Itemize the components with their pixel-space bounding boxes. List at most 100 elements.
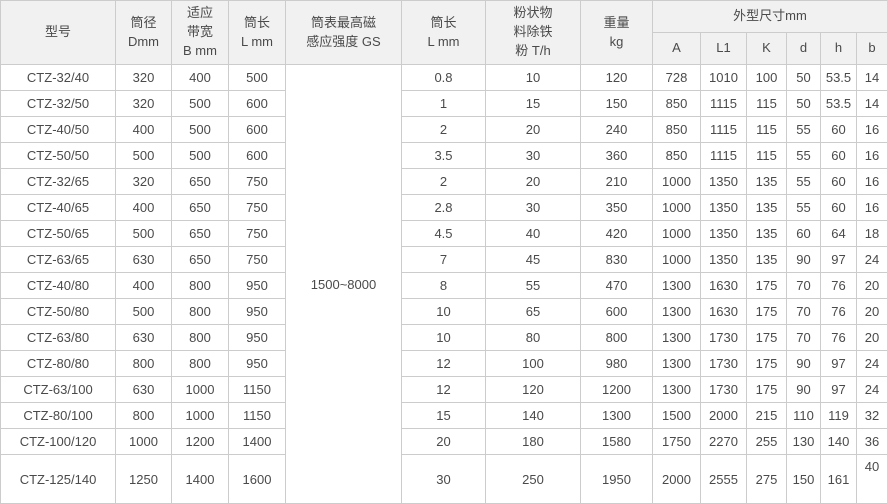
cell-dim-l1: 1115 <box>700 142 747 169</box>
cell-length-lmm: 750 <box>228 194 286 221</box>
header-dim-d: d <box>786 32 821 65</box>
cell-weight-kg: 150 <box>580 90 653 117</box>
cell-diameter-dmm: 320 <box>115 168 172 195</box>
cell-dim-k: 135 <box>746 220 787 247</box>
cell-dim-a: 2000 <box>652 454 701 504</box>
table-header: 型号 筒径 Dmm 适应 带宽 B mm 筒长 L mm 筒表最高磁 感应强度 … <box>0 0 887 65</box>
cell-dim-h: 76 <box>820 298 857 325</box>
cell-model: CTZ-32/65 <box>0 168 116 195</box>
cell-length-lmm: 500 <box>228 64 286 91</box>
header-length2-line2: L mm <box>427 33 460 49</box>
cell-length2-lmm: 1 <box>401 90 486 117</box>
cell-dim-d: 70 <box>786 324 821 351</box>
cell-bandwidth-bmm: 800 <box>171 350 229 377</box>
cell-weight-kg: 830 <box>580 246 653 273</box>
cell-weight-kg: 120 <box>580 64 653 91</box>
cell-length-lmm: 950 <box>228 350 286 377</box>
cell-dim-h: 76 <box>820 272 857 299</box>
cell-dim-a: 1300 <box>652 298 701 325</box>
cell-dim-b: 16 <box>855 168 887 195</box>
cell-dim-d: 60 <box>786 220 821 247</box>
cell-model: CTZ-40/50 <box>0 116 116 143</box>
cell-bandwidth-bmm: 1400 <box>171 454 229 504</box>
header-bandwidth: 适应 带宽 B mm <box>171 0 229 65</box>
table-row: CTZ-32/50 320 500 600 1 15 150 850 1115 115 50 53.5… <box>0 90 887 117</box>
cell-dim-d: 55 <box>786 194 821 221</box>
table-row: CTZ-32/40 320 400 500 1500~8000 0.8 10 120 728 10… <box>0 64 887 504</box>
cell-dim-d: 55 <box>786 168 821 195</box>
cell-powder-th: 20 <box>485 116 581 143</box>
cell-length-lmm: 950 <box>228 272 286 299</box>
cell-dim-a: 1300 <box>652 350 701 377</box>
header-model: 型号 <box>0 0 116 65</box>
header-powder: 粉状物 料除铁 粉 T/h <box>485 0 581 65</box>
cell-length-lmm: 1600 <box>228 454 286 504</box>
header-powder-line2: 料除铁 <box>513 24 553 40</box>
cell-powder-th: 55 <box>485 272 581 299</box>
cell-dim-a: 1000 <box>652 194 701 221</box>
cell-length2-lmm: 2 <box>401 168 486 195</box>
cell-diameter-dmm: 400 <box>115 272 172 299</box>
cell-powder-th: 65 <box>485 298 581 325</box>
table-row: CTZ-40/80 400 800 950 8 55 470 1300 1630 175 70 76 2… <box>0 272 887 299</box>
header-row-1: 型号 筒径 Dmm 适应 带宽 B mm 筒长 L mm 筒表最高磁 感应强度 … <box>0 0 887 65</box>
cell-length2-lmm: 0.8 <box>401 64 486 91</box>
cell-weight-kg: 980 <box>580 350 653 377</box>
cell-diameter-dmm: 500 <box>115 142 172 169</box>
cell-dim-l1: 2000 <box>700 402 747 429</box>
cell-dim-l1: 1730 <box>700 350 747 377</box>
table-row: CTZ-50/80 500 800 950 10 65 600 1300 1630 175 70 76… <box>0 298 887 325</box>
cell-dim-d: 70 <box>786 298 821 325</box>
cell-model: CTZ-32/50 <box>0 90 116 117</box>
spec-table-body: CTZ-32/40 320 400 500 1500~8000 0.8 10 120 728 10… <box>0 64 887 504</box>
cell-dim-k: 115 <box>746 116 787 143</box>
cell-dim-k: 275 <box>746 454 787 504</box>
cell-dim-h: 140 <box>820 428 857 455</box>
header-dim-a: A <box>652 32 701 65</box>
cell-dim-k: 175 <box>746 324 787 351</box>
cell-dim-h: 161 <box>820 454 857 504</box>
cell-dim-h: 60 <box>820 142 857 169</box>
cell-dim-b: 16 <box>855 116 887 143</box>
table-row: CTZ-80/100 800 1000 1150 15 140 1300 1500 2000 21… <box>0 402 887 429</box>
header-dim-l1: L1 <box>700 32 747 65</box>
table-row: CTZ-63/100 630 1000 1150 12 120 1200 1300 1730 17… <box>0 376 887 403</box>
cell-diameter-dmm: 630 <box>115 246 172 273</box>
cell-bandwidth-bmm: 650 <box>171 246 229 273</box>
cell-weight-kg: 420 <box>580 220 653 247</box>
cell-length2-lmm: 2.8 <box>401 194 486 221</box>
cell-dim-h: 76 <box>820 324 857 351</box>
cell-diameter-dmm: 800 <box>115 350 172 377</box>
cell-dim-k: 175 <box>746 350 787 377</box>
cell-diameter-dmm: 500 <box>115 220 172 247</box>
cell-model: CTZ-50/80 <box>0 298 116 325</box>
cell-bandwidth-bmm: 650 <box>171 220 229 247</box>
cell-dim-b: 14 <box>855 90 887 117</box>
cell-dim-l1: 1115 <box>700 116 747 143</box>
cell-powder-th: 120 <box>485 376 581 403</box>
cell-diameter-dmm: 500 <box>115 298 172 325</box>
cell-weight-kg: 600 <box>580 298 653 325</box>
cell-length-lmm: 1400 <box>228 428 286 455</box>
cell-model: CTZ-100/120 <box>0 428 116 455</box>
cell-dim-b: 20 <box>855 324 887 351</box>
cell-length-lmm: 600 <box>228 142 286 169</box>
cell-length2-lmm: 20 <box>401 428 486 455</box>
cell-model: CTZ-40/65 <box>0 194 116 221</box>
cell-dim-k: 135 <box>746 246 787 273</box>
cell-weight-kg: 210 <box>580 168 653 195</box>
cell-dim-k: 115 <box>746 90 787 117</box>
cell-weight-kg: 1580 <box>580 428 653 455</box>
table-row: CTZ-50/50 500 500 600 3.5 30 360 850 1115 115 55 60… <box>0 142 887 169</box>
cell-model: CTZ-40/80 <box>0 272 116 299</box>
cell-dim-h: 64 <box>820 220 857 247</box>
cell-length2-lmm: 10 <box>401 298 486 325</box>
cell-diameter-dmm: 1000 <box>115 428 172 455</box>
cell-powder-th: 100 <box>485 350 581 377</box>
cell-dim-d: 55 <box>786 116 821 143</box>
cell-dim-d: 50 <box>786 90 821 117</box>
cell-dim-l1: 1630 <box>700 298 747 325</box>
cell-diameter-dmm: 320 <box>115 64 172 91</box>
cell-length-lmm: 600 <box>228 90 286 117</box>
header-length: 筒长 L mm <box>228 0 286 65</box>
